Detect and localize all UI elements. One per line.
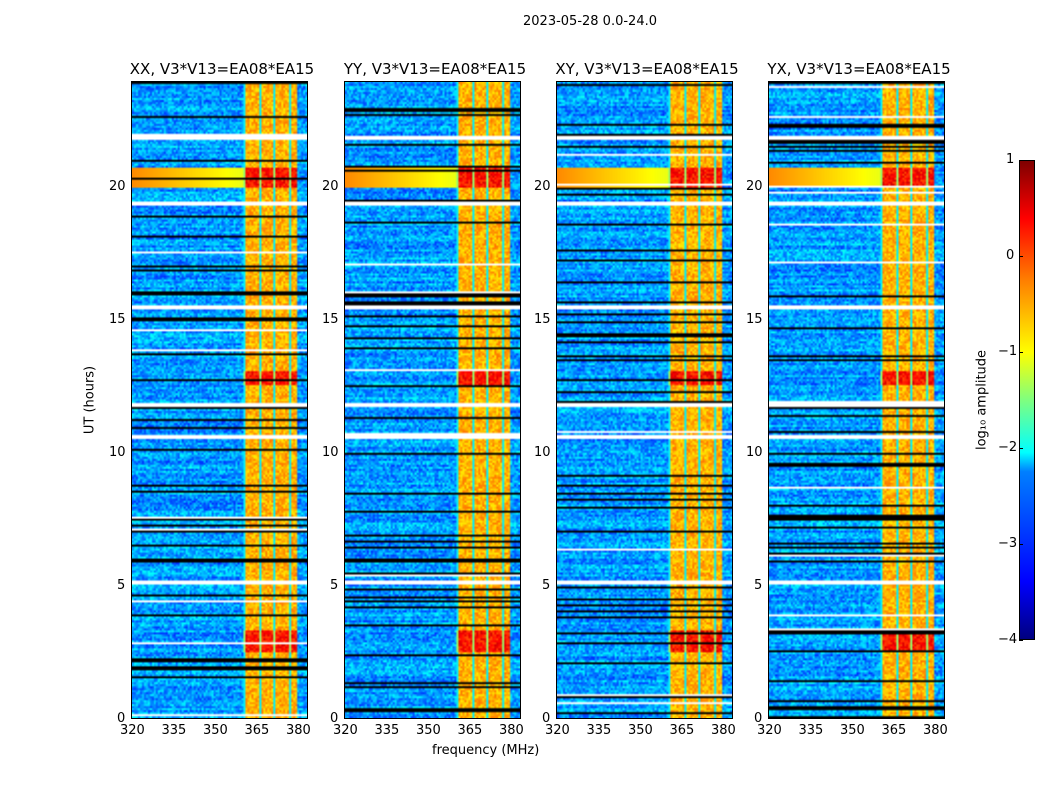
colorbar-tick	[1019, 160, 1023, 161]
x-tick-label: 380	[285, 723, 311, 738]
heatmap-image	[345, 82, 520, 718]
panel-title: YY, V3*V13=EA08*EA15	[343, 60, 527, 78]
colorbar-tick-label: −1	[998, 344, 1018, 359]
heatmap-image	[132, 82, 307, 718]
y-tick-label: 0	[754, 711, 763, 726]
y-tick-label: 10	[322, 445, 339, 461]
x-tick-label: 350	[202, 723, 228, 738]
heatmap-panel-1: YY, V3*V13=EA08*EA15	[344, 60, 526, 719]
x-tick-label: 335	[374, 723, 400, 738]
colorbar-tick	[1019, 544, 1023, 545]
panel-title: XX, V3*V13=EA08*EA15	[129, 60, 315, 78]
x-tick-label: 320	[757, 723, 782, 738]
y-tick-label: 5	[542, 578, 551, 594]
x-tick-label: 320	[545, 723, 570, 738]
x-tick-label: 365	[881, 723, 907, 738]
x-tick-label: 365	[457, 723, 483, 738]
heatmap-image	[769, 82, 944, 718]
y-tick-label: 15	[534, 312, 551, 328]
x-tick-label: 350	[415, 723, 441, 738]
x-axis-label: frequency (MHz)	[432, 743, 540, 758]
y-axis-label: UT (hours)	[82, 365, 98, 435]
colorbar	[1019, 160, 1035, 640]
y-tick-label: 15	[322, 312, 339, 328]
y-tick-label: 5	[754, 578, 763, 594]
x-tick-label: 335	[161, 723, 187, 738]
x-tick-label: 365	[244, 723, 270, 738]
panel-title: XY, V3*V13=EA08*EA15	[555, 60, 739, 78]
y-tick-label: 0	[330, 711, 339, 726]
y-tick-label: 5	[330, 578, 339, 594]
colorbar-tick	[1019, 352, 1023, 353]
y-tick-label: 15	[109, 312, 126, 328]
heatmap-panel-2: XY, V3*V13=EA08*EA15	[555, 60, 739, 719]
y-tick-label: 20	[322, 179, 339, 195]
x-tick-label: 365	[669, 723, 695, 738]
x-tick-label: 380	[498, 723, 524, 738]
y-tick-label: 20	[746, 179, 763, 195]
colorbar-tick	[1019, 256, 1023, 257]
colorbar-tick-label: −4	[998, 632, 1018, 647]
colorbar-tick-label: −3	[998, 536, 1018, 551]
colorbar-tick-label: 1	[1006, 152, 1015, 167]
x-tick-label: 350	[627, 723, 653, 738]
colorbar-tick-label: −2	[998, 440, 1018, 455]
y-tick-label: 0	[117, 711, 126, 726]
y-tick-label: 5	[117, 578, 126, 594]
heatmap-image	[557, 82, 732, 718]
x-tick-label: 320	[120, 723, 145, 738]
y-tick-label: 20	[109, 179, 126, 195]
x-tick-label: 380	[922, 723, 948, 738]
heatmap-panel-3: YX, V3*V13=EA08*EA15	[767, 60, 951, 719]
colorbar-tick	[1019, 448, 1023, 449]
colorbar-label: log₁₀ amplitude	[974, 349, 990, 451]
x-tick-label: 380	[710, 723, 736, 738]
x-tick-label: 350	[839, 723, 865, 738]
x-tick-label: 335	[586, 723, 612, 738]
x-tick-label: 335	[798, 723, 824, 738]
colorbar-tick-label: 0	[1006, 248, 1015, 263]
heatmap-panel-0: XX, V3*V13=EA08*EA15	[130, 60, 314, 719]
y-tick-label: 20	[534, 179, 551, 195]
colorbar-tick	[1019, 640, 1023, 641]
x-tick-label: 320	[333, 723, 358, 738]
panel-title: YX, V3*V13=EA08*EA15	[767, 60, 951, 78]
y-tick-label: 0	[542, 711, 551, 726]
y-tick-label: 10	[746, 445, 763, 461]
y-tick-label: 10	[109, 445, 126, 461]
y-tick-label: 10	[534, 445, 551, 461]
y-tick-label: 15	[746, 312, 763, 328]
figure-title: 2023-05-28 0.0-24.0	[523, 14, 657, 29]
